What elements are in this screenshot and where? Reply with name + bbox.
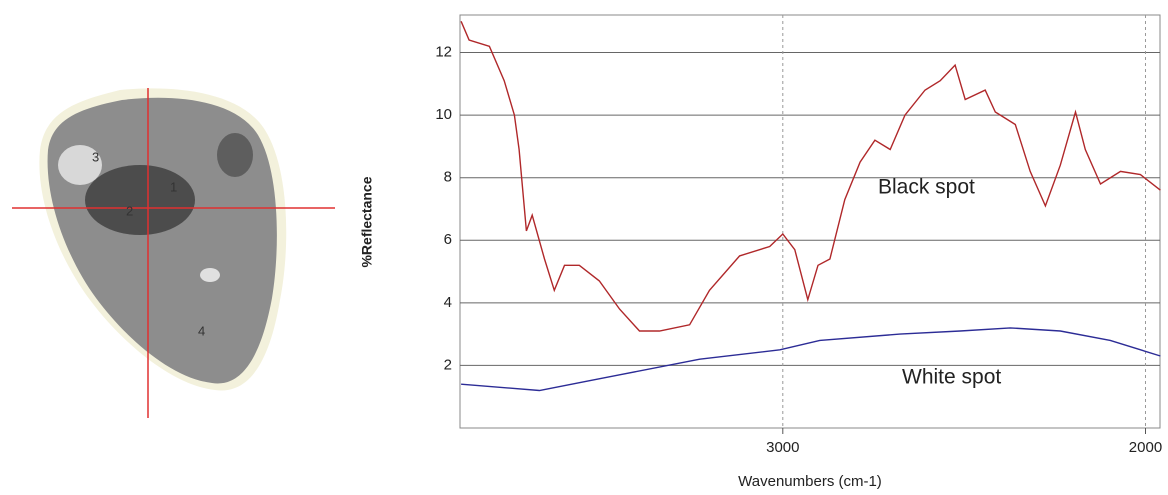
plot-area [459,14,1161,429]
light-region [200,268,220,282]
series-line [461,327,1161,392]
spot-label: 4 [198,323,205,338]
particle [47,97,277,384]
x-tick-label: 3000 [766,439,799,456]
y-tick-label: 12 [435,44,452,61]
y-tick-label: 8 [444,169,452,186]
y-tick-label: 2 [444,356,452,373]
sample-photo: 1 2 3 4 [12,88,335,418]
light-region [58,145,102,185]
y-tick-label: 6 [444,231,452,248]
series-line [460,21,1161,332]
series-label: Black spot [878,176,975,199]
series-label: White spot [902,366,1001,389]
y-tick-label: 10 [435,106,452,123]
y-tick-label: 4 [444,294,452,311]
x-axis-label: Wavenumbers (cm-1) [738,473,882,490]
dark-region [217,133,253,177]
spot-label: 1 [170,179,177,194]
spot-label: 2 [126,203,133,218]
dark-region [85,165,195,235]
spot-label: 3 [92,149,99,164]
y-axis-label: %Reflectance [359,176,375,267]
x-tick-label: 2000 [1129,439,1162,456]
